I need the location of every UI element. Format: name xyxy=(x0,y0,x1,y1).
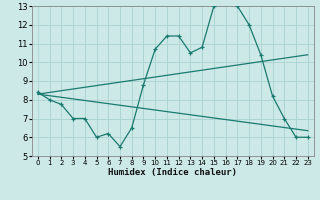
X-axis label: Humidex (Indice chaleur): Humidex (Indice chaleur) xyxy=(108,168,237,177)
